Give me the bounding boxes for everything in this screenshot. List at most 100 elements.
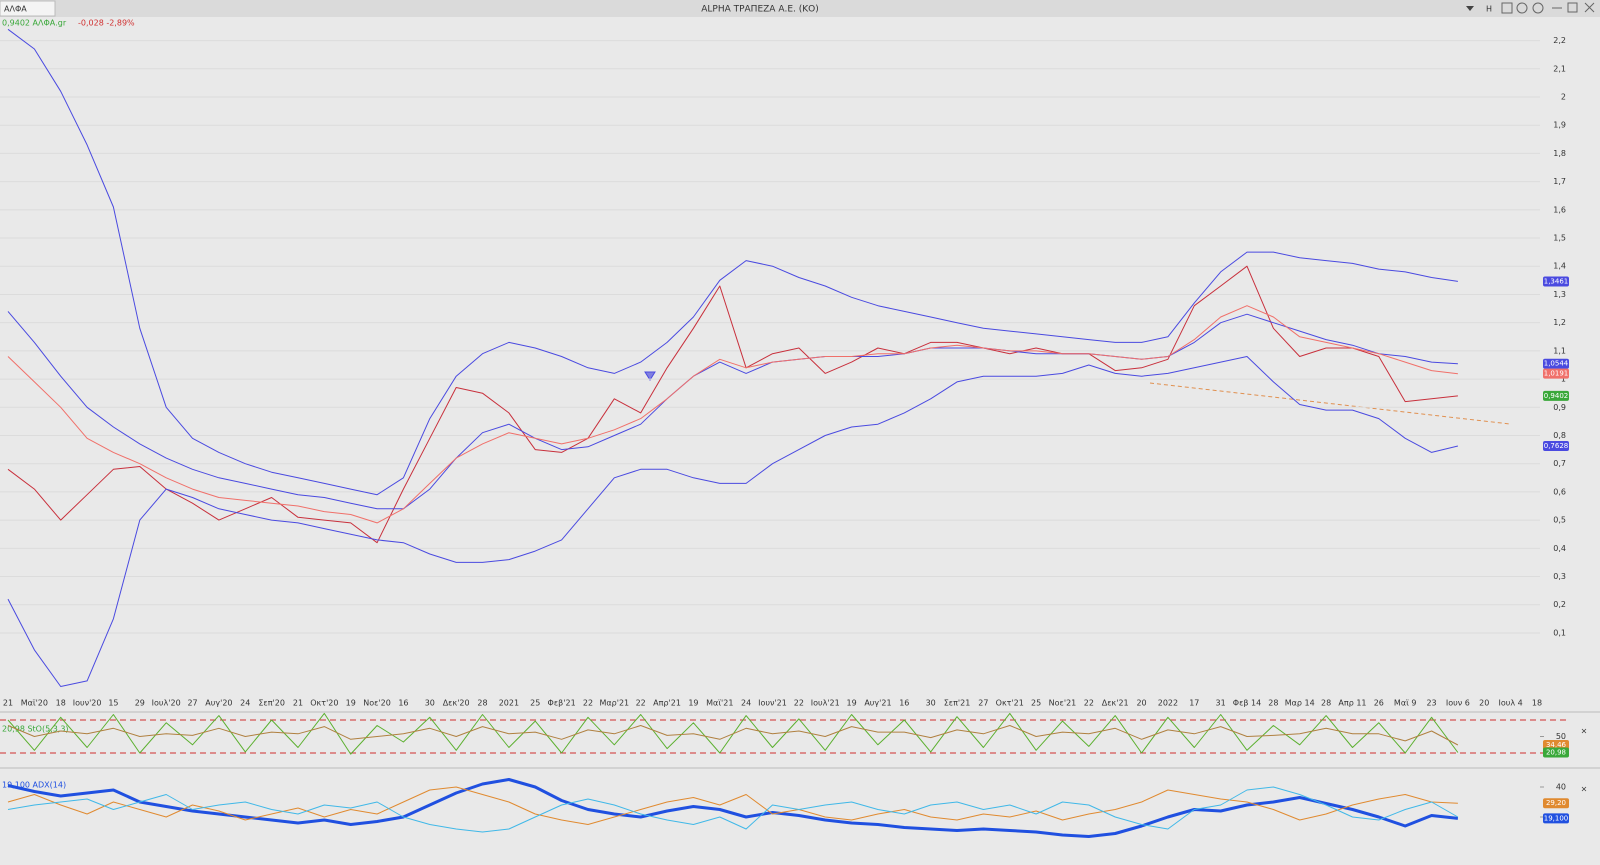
price-tag (1543, 390, 1569, 401)
x-tick-label: 25 (1031, 699, 1041, 708)
x-tick-label: Οκτ'21 (996, 699, 1024, 708)
x-tick-label: 2021 (499, 699, 519, 708)
x-tick-label: Απρ'21 (653, 699, 681, 708)
stoch-title: 20,98 StO(5,3,3) (2, 725, 69, 734)
series-line (7, 725, 1459, 746)
y-tick-label: 1,8 (1553, 149, 1566, 158)
h-button[interactable]: H (1486, 5, 1492, 14)
x-tick-label: 18 (56, 699, 66, 708)
x-tick-label: 28 (1268, 699, 1278, 708)
x-tick-label: Δεκ'21 (1102, 699, 1129, 708)
x-tick-label: Μαϊ'21 (706, 699, 733, 708)
price-tag (1543, 276, 1569, 287)
series-line (7, 778, 1459, 838)
maximize[interactable] (1567, 2, 1578, 13)
x-tick-label: Απρ 11 (1338, 699, 1366, 708)
x-tick-label: Μαρ'21 (600, 699, 630, 708)
icon[interactable] (1532, 2, 1544, 14)
x-tick-label: 20 (1136, 699, 1146, 708)
x-tick-label: 28 (477, 699, 487, 708)
x-tick-label: 18 (1532, 699, 1542, 708)
series-line (7, 786, 1459, 833)
y-tick-label: 0,2 (1553, 600, 1566, 609)
x-tick-label: 28 (1321, 699, 1331, 708)
series-line (7, 311, 1458, 510)
price-tag-label: 1,0544 (1544, 360, 1569, 368)
y-tick-label: 1,1 (1553, 346, 1566, 355)
window-title: ALPHA ΤΡΑΠΕΖΑ Α.Ε. (ΚΟ) (701, 5, 819, 15)
x-tick-label: Ιουλ 4 (1499, 699, 1523, 708)
price-tag-label: 29,20 (1546, 799, 1566, 807)
legend-price: 0,9402 ΑΛΦΑ.gr (2, 19, 67, 28)
x-tick-label: Δεκ'20 (443, 699, 470, 708)
icon[interactable] (1501, 2, 1513, 14)
y-tick-label: 0,9 (1553, 403, 1566, 412)
x-tick-label: 31 (1216, 699, 1226, 708)
price-tag-label: 1,3461 (1544, 277, 1569, 285)
y-tick-label: 2,1 (1553, 64, 1566, 73)
x-tick-label: 23 (1426, 699, 1436, 708)
x-tick-label: Μαϊ'20 (21, 699, 48, 708)
x-tick-label: 21 (3, 699, 13, 708)
x-tick-label: 16 (398, 699, 408, 708)
price-tag-label: 20,98 (1546, 748, 1566, 756)
x-tick-label: Σεπ'20 (258, 699, 285, 708)
x-tick-label: Ιουν'20 (73, 699, 102, 708)
x-tick-label: 24 (240, 699, 250, 708)
y-tick-label: 0,6 (1553, 487, 1566, 496)
y-tick-label: 0,7 (1553, 459, 1566, 468)
x-tick-label: 2022 (1158, 699, 1178, 708)
x-tick-label: 15 (108, 699, 118, 708)
panel-close[interactable]: × (1581, 785, 1588, 794)
y-tick-label: 50 (1556, 732, 1566, 741)
x-tick-label: 16 (899, 699, 909, 708)
icon[interactable] (1516, 2, 1528, 14)
y-tick-label: 1,2 (1553, 318, 1566, 327)
y-tick-label: 1 (1561, 375, 1566, 384)
y-tick-label: 1,6 (1553, 205, 1566, 214)
symbol[interactable]: ΑΛΦΑ (4, 5, 27, 14)
x-tick-label: 30 (926, 699, 936, 708)
x-tick-label: 19 (846, 699, 856, 708)
x-tick-label: 22 (1084, 699, 1094, 708)
close[interactable] (1584, 2, 1595, 13)
x-tick-label: 27 (978, 699, 988, 708)
x-tick-label: Μαρ 14 (1285, 699, 1315, 708)
marker (644, 371, 656, 381)
y-tick-label: 0,4 (1553, 544, 1566, 553)
y-tick-label: 1,3 (1553, 290, 1566, 299)
x-tick-label: 17 (1189, 699, 1199, 708)
y-tick-label: 1,5 (1553, 234, 1566, 243)
x-tick-label: 29 (135, 699, 145, 708)
y-tick-label: 2,2 (1553, 36, 1566, 45)
panel-close[interactable]: × (1581, 727, 1588, 736)
x-tick-label: 22 (583, 699, 593, 708)
title-bar (0, 0, 1600, 17)
x-tick-label: Νοε'20 (363, 699, 391, 708)
series-line (7, 356, 1459, 687)
x-tick-label: Ιουλ'21 (811, 699, 840, 708)
price-tag (1543, 368, 1569, 379)
price-tag (1543, 747, 1569, 758)
x-tick-label: 24 (741, 699, 751, 708)
x-tick-label: 19 (688, 699, 698, 708)
x-tick-label: 19 (346, 699, 356, 708)
x-tick-label: Αυγ'20 (205, 699, 232, 708)
x-tick-label: Ιουν'21 (758, 699, 787, 708)
price-tag (1543, 358, 1569, 369)
price-tag-label: 34,46 (1546, 741, 1567, 749)
adx-title: 19,100 ADX(14) (2, 781, 66, 790)
y-tick-label: 1,7 (1553, 177, 1566, 186)
x-tick-label: Μαϊ 9 (1394, 699, 1417, 708)
dropdown[interactable] (1466, 6, 1474, 11)
x-tick-label: 21 (293, 699, 303, 708)
price-tag-label: 19,100 (1544, 814, 1569, 822)
y-tick-label: 2 (1561, 92, 1566, 101)
x-tick-label: Αυγ'21 (864, 699, 891, 708)
y-tick-label: 1,9 (1553, 121, 1566, 130)
x-tick-label: Φεβ'21 (548, 699, 576, 708)
x-tick-label: 20 (1479, 699, 1489, 708)
x-tick-label: 27 (187, 699, 197, 708)
symbol-box[interactable] (0, 0, 56, 17)
series-line (7, 786, 1458, 825)
